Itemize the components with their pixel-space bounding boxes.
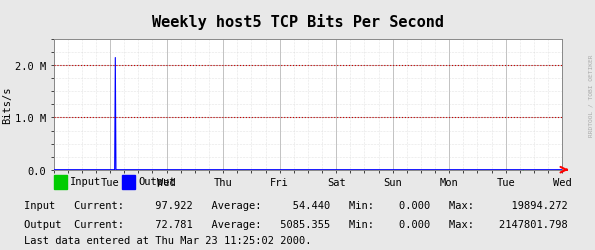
Text: Input   Current:     97.922   Average:     54.440   Min:    0.000   Max:      19: Input Current: 97.922 Average: 54.440 Mi… [24,200,568,210]
Text: Last data entered at Thu Mar 23 11:25:02 2000.: Last data entered at Thu Mar 23 11:25:02… [24,235,311,245]
Text: Input: Input [70,177,102,187]
Text: Weekly host5 TCP Bits Per Second: Weekly host5 TCP Bits Per Second [152,14,443,30]
Text: RRDTOOL / TOBI OETIKER: RRDTOOL / TOBI OETIKER [589,54,594,136]
Y-axis label: Bits/s: Bits/s [2,86,12,124]
Text: Output  Current:     72.781   Average:   5085.355   Min:    0.000   Max:    2147: Output Current: 72.781 Average: 5085.355… [24,219,568,229]
Text: Output: Output [139,177,176,187]
